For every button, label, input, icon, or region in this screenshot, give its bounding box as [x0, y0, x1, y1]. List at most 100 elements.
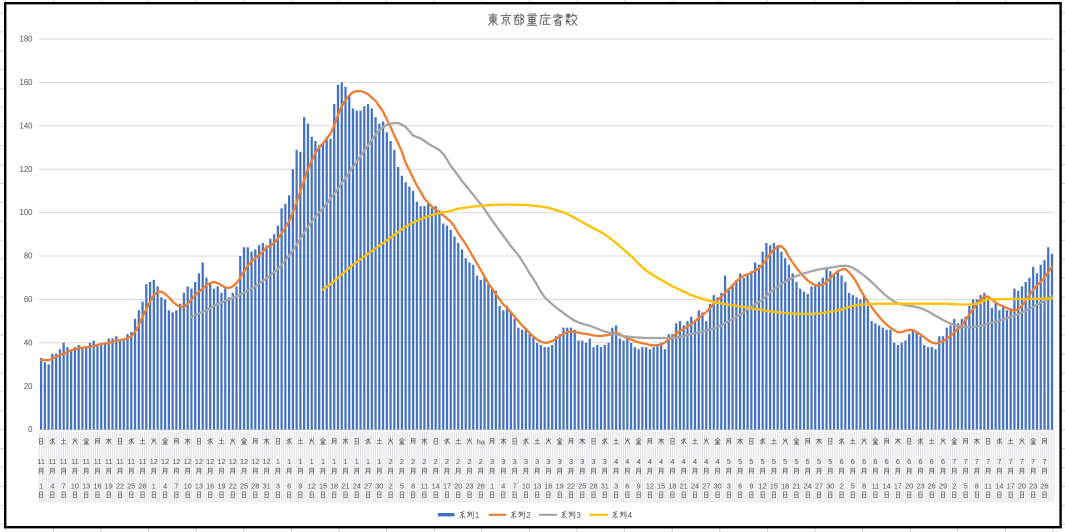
- svg-text:6: 6: [930, 457, 934, 466]
- svg-text:20: 20: [454, 481, 462, 490]
- svg-text:7: 7: [975, 457, 979, 466]
- svg-text:19: 19: [217, 481, 225, 490]
- svg-text:1: 1: [152, 481, 156, 490]
- svg-text:26: 26: [928, 481, 936, 490]
- svg-text:21: 21: [341, 481, 349, 490]
- svg-text:18: 18: [781, 481, 789, 490]
- svg-text:6: 6: [738, 481, 742, 490]
- svg-text:5: 5: [794, 457, 798, 466]
- svg-text:2: 2: [467, 457, 471, 466]
- svg-text:3: 3: [276, 481, 280, 490]
- svg-text:80: 80: [24, 252, 33, 261]
- svg-text:16: 16: [544, 481, 552, 490]
- svg-text:7: 7: [997, 457, 1001, 466]
- svg-text:2: 2: [456, 457, 460, 466]
- svg-text:6: 6: [885, 457, 889, 466]
- svg-text:12: 12: [759, 481, 767, 490]
- svg-text:4: 4: [50, 481, 54, 490]
- svg-text:6: 6: [625, 481, 629, 490]
- svg-text:11: 11: [128, 457, 136, 466]
- svg-text:11: 11: [872, 481, 880, 490]
- svg-text:4: 4: [625, 457, 629, 466]
- svg-text:5: 5: [727, 457, 731, 466]
- svg-text:12: 12: [251, 457, 259, 466]
- svg-text:9: 9: [298, 481, 302, 490]
- svg-text:6: 6: [287, 481, 291, 490]
- svg-text:12: 12: [195, 457, 203, 466]
- svg-text:11: 11: [82, 457, 90, 466]
- svg-text:24: 24: [691, 481, 699, 490]
- svg-text:19: 19: [105, 481, 113, 490]
- svg-text:11: 11: [60, 457, 68, 466]
- svg-text:11: 11: [71, 457, 79, 466]
- svg-text:28: 28: [251, 481, 259, 490]
- svg-text:8: 8: [975, 481, 979, 490]
- svg-text:3: 3: [580, 457, 584, 466]
- svg-text:17: 17: [1007, 481, 1015, 490]
- svg-text:11: 11: [94, 457, 102, 466]
- svg-text:1: 1: [377, 457, 381, 466]
- svg-text:7: 7: [1042, 457, 1046, 466]
- svg-text:2: 2: [840, 481, 844, 490]
- svg-text:4: 4: [682, 457, 686, 466]
- svg-text:9: 9: [749, 481, 753, 490]
- svg-text:2: 2: [400, 457, 404, 466]
- svg-text:2: 2: [445, 457, 449, 466]
- svg-text:30: 30: [375, 481, 383, 490]
- svg-text:1: 1: [490, 481, 494, 490]
- svg-text:15: 15: [657, 481, 665, 490]
- svg-text:40: 40: [24, 338, 33, 347]
- svg-text:10: 10: [184, 481, 192, 490]
- svg-text:24: 24: [804, 481, 812, 490]
- svg-text:5: 5: [828, 457, 832, 466]
- svg-text:27: 27: [702, 481, 710, 490]
- svg-text:18: 18: [330, 481, 338, 490]
- svg-text:31: 31: [263, 481, 271, 490]
- svg-text:15: 15: [319, 481, 327, 490]
- svg-text:10: 10: [71, 481, 79, 490]
- svg-text:1: 1: [343, 457, 347, 466]
- svg-text:13: 13: [533, 481, 541, 490]
- svg-text:2: 2: [411, 457, 415, 466]
- svg-text:1: 1: [310, 457, 314, 466]
- svg-text:3: 3: [558, 457, 562, 466]
- svg-text:0: 0: [28, 425, 33, 434]
- svg-text:6: 6: [907, 457, 911, 466]
- svg-text:140: 140: [19, 121, 33, 130]
- svg-text:1: 1: [321, 457, 325, 466]
- svg-text:14: 14: [883, 481, 891, 490]
- svg-text:4: 4: [670, 457, 674, 466]
- svg-text:6: 6: [896, 457, 900, 466]
- svg-text:7: 7: [952, 457, 956, 466]
- svg-text:4: 4: [659, 457, 663, 466]
- svg-text:27: 27: [364, 481, 372, 490]
- svg-text:23: 23: [465, 481, 473, 490]
- svg-text:7: 7: [964, 457, 968, 466]
- svg-text:4: 4: [628, 511, 633, 520]
- svg-text:3: 3: [603, 457, 607, 466]
- svg-text:8: 8: [411, 481, 415, 490]
- svg-text:23: 23: [1029, 481, 1037, 490]
- svg-text:26: 26: [1040, 481, 1048, 490]
- svg-text:6: 6: [918, 457, 922, 466]
- svg-text:5: 5: [851, 481, 855, 490]
- svg-text:29: 29: [939, 481, 947, 490]
- svg-text:7: 7: [174, 481, 178, 490]
- svg-text:14: 14: [432, 481, 440, 490]
- svg-text:5: 5: [964, 481, 968, 490]
- svg-text:18: 18: [668, 481, 676, 490]
- svg-text:6: 6: [873, 457, 877, 466]
- svg-text:11: 11: [105, 457, 113, 466]
- svg-text:7: 7: [986, 457, 990, 466]
- svg-text:12: 12: [240, 457, 248, 466]
- svg-text:4: 4: [648, 457, 652, 466]
- svg-text:23: 23: [916, 481, 924, 490]
- svg-text:26: 26: [477, 481, 485, 490]
- svg-text:5: 5: [772, 457, 776, 466]
- svg-text:19: 19: [556, 481, 564, 490]
- svg-text:5: 5: [400, 481, 404, 490]
- svg-text:11: 11: [116, 457, 124, 466]
- svg-text:11: 11: [421, 481, 429, 490]
- svg-text:7: 7: [1031, 457, 1035, 466]
- svg-text:3: 3: [546, 457, 550, 466]
